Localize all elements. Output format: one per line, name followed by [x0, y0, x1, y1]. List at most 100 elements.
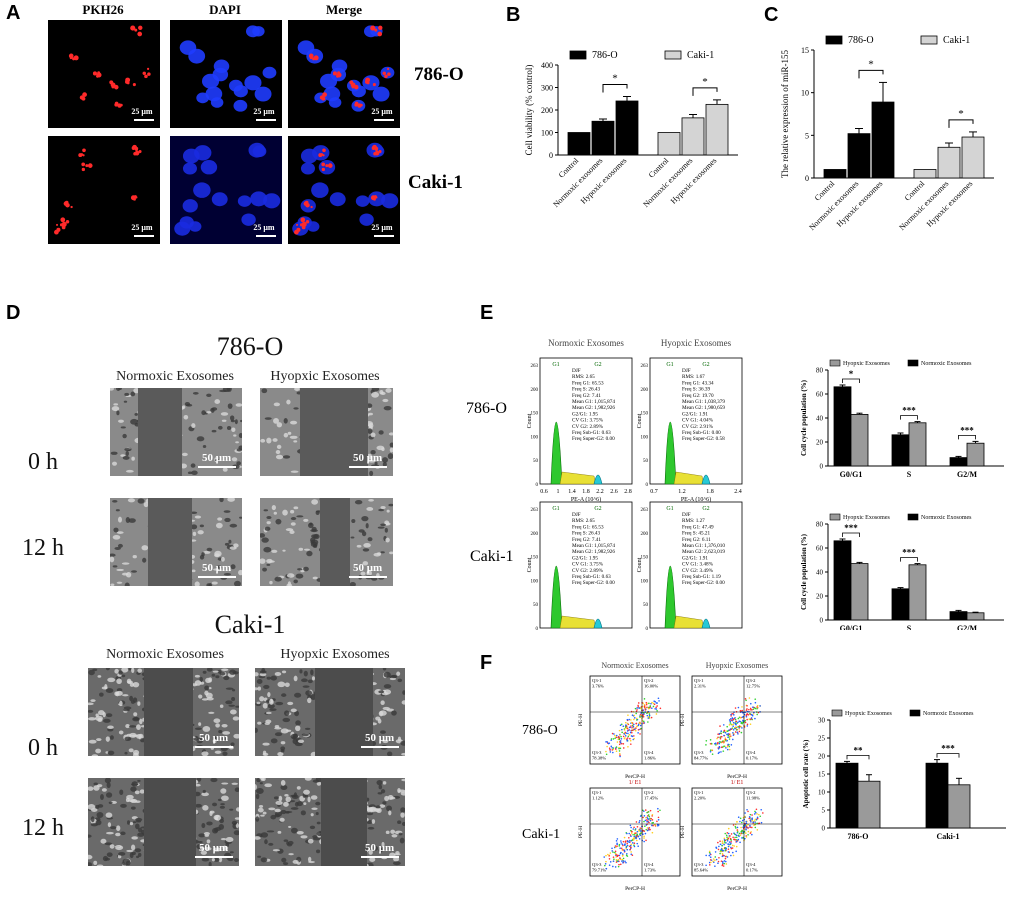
flow-event	[754, 717, 756, 720]
y-tick-label: 80	[816, 367, 824, 375]
flow-event	[722, 724, 725, 726]
flow-event	[618, 845, 621, 847]
pkh26-dot	[305, 202, 310, 208]
cell	[362, 548, 370, 552]
flow-event	[718, 845, 720, 848]
flow-event	[741, 709, 743, 712]
hist-ytick: 200	[531, 388, 539, 393]
flow-event	[644, 707, 647, 709]
quadrant-label: Q3-1	[592, 678, 602, 683]
cell	[377, 792, 383, 795]
cell	[271, 504, 276, 511]
flow-event	[627, 735, 630, 738]
cell	[363, 543, 371, 548]
pkh26-dot	[374, 147, 378, 151]
pkh26-dot	[130, 25, 136, 31]
cell	[96, 864, 104, 866]
cell	[142, 557, 147, 563]
cell	[91, 754, 99, 756]
cell	[192, 391, 199, 395]
cell	[235, 403, 242, 407]
legend-label: Caki-1	[943, 35, 970, 46]
flow-event	[648, 714, 651, 717]
cell	[282, 455, 291, 459]
cell	[258, 804, 264, 808]
flow-event	[733, 714, 735, 716]
flow-event	[730, 744, 733, 746]
pkh26-dot	[336, 74, 339, 78]
pkh26-dot	[125, 77, 131, 83]
cell	[354, 499, 363, 505]
cell	[122, 433, 127, 439]
flow-event	[638, 838, 641, 840]
flow-event	[717, 860, 720, 863]
flow-event	[649, 828, 651, 831]
cell	[294, 742, 303, 747]
flow-event	[621, 855, 624, 857]
g2-peak	[593, 474, 603, 485]
cell	[304, 727, 311, 731]
pkh26-dot	[308, 53, 314, 59]
cell	[223, 675, 230, 681]
cell	[266, 830, 275, 833]
flow-event	[723, 843, 725, 846]
flow-event	[731, 847, 734, 849]
flow-event	[618, 843, 621, 846]
cell	[132, 682, 140, 688]
flow-event	[723, 729, 726, 732]
cell	[290, 807, 299, 810]
cell	[206, 547, 213, 552]
legend-label: 786-O	[592, 50, 618, 61]
legend-swatch	[831, 709, 843, 717]
cond-hypoxic-caki1: Hyopxic Exosomes	[280, 647, 390, 662]
flow-event	[732, 725, 735, 727]
cell	[262, 742, 270, 746]
legend-swatch	[907, 513, 919, 521]
cell	[303, 548, 310, 551]
scratch-image: 50 μm	[88, 668, 239, 756]
cell	[220, 412, 229, 416]
flow-event	[749, 824, 751, 827]
cell	[104, 857, 111, 861]
scale-bar	[195, 856, 233, 858]
g1-peak	[664, 421, 677, 485]
cell	[111, 406, 120, 412]
scale-bar	[361, 856, 399, 858]
flow-event	[630, 835, 632, 838]
flow-event	[614, 734, 616, 737]
scratch-gap	[144, 778, 196, 866]
flow-event	[745, 820, 747, 823]
cell	[88, 854, 93, 860]
flow-event	[738, 832, 741, 835]
quadrant-label: Q3-3	[592, 750, 602, 755]
flow-event	[623, 836, 626, 839]
flow-frame	[589, 787, 681, 877]
cell	[371, 388, 380, 392]
flow-event	[619, 740, 622, 742]
flow-event	[624, 843, 626, 845]
flow-event	[623, 850, 626, 852]
pkh26-dot	[300, 217, 306, 223]
nucleus	[205, 86, 223, 102]
flow-event	[613, 733, 615, 735]
cell	[369, 470, 374, 476]
flow-event	[746, 718, 748, 721]
cell	[127, 498, 136, 503]
micrograph-dapi-786o: 25 μm	[170, 20, 282, 128]
hist-stat: Mean G2: 1,982,926	[572, 549, 615, 555]
pkh26-dot	[325, 164, 329, 168]
flow-event	[730, 719, 733, 722]
flow-event	[744, 719, 747, 722]
cell	[280, 780, 286, 786]
flow-event	[720, 860, 723, 862]
flow-event	[636, 839, 638, 842]
pkh26-dot	[82, 92, 87, 97]
flow-event	[720, 735, 723, 738]
flow-event	[643, 705, 646, 708]
cell	[194, 581, 200, 586]
cell	[107, 677, 116, 683]
flow-event	[619, 857, 621, 859]
flow-event	[650, 702, 652, 705]
